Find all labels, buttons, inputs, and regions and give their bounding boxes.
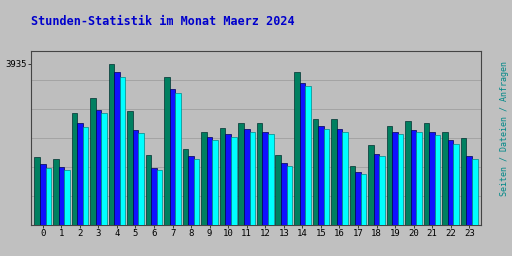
Bar <box>231 137 237 225</box>
Bar <box>53 159 58 225</box>
Bar <box>72 113 77 225</box>
Bar <box>461 138 466 225</box>
Bar <box>361 174 366 225</box>
Bar <box>225 134 231 225</box>
Bar <box>64 170 70 225</box>
Bar <box>96 110 101 225</box>
Bar <box>194 159 200 225</box>
Bar <box>82 126 88 225</box>
Bar <box>157 170 162 225</box>
Bar <box>133 130 138 225</box>
Bar <box>342 132 348 225</box>
Bar <box>435 135 440 225</box>
Bar <box>305 86 311 225</box>
Bar <box>220 128 225 225</box>
Bar <box>263 132 268 225</box>
Bar <box>207 137 212 225</box>
Bar <box>466 156 472 225</box>
Bar <box>127 111 133 225</box>
Bar <box>368 145 374 225</box>
Bar <box>164 77 170 225</box>
Bar <box>300 83 305 225</box>
Bar <box>46 168 51 225</box>
Bar <box>275 155 281 225</box>
Bar <box>114 72 120 225</box>
Bar <box>430 132 435 225</box>
Bar <box>40 164 46 225</box>
Bar <box>324 129 329 225</box>
Bar <box>387 125 392 225</box>
Bar <box>287 166 292 225</box>
Bar <box>146 155 151 225</box>
Bar <box>442 132 448 225</box>
Bar <box>398 134 403 225</box>
Bar <box>337 129 342 225</box>
Bar <box>249 132 255 225</box>
Bar <box>170 89 175 225</box>
Bar <box>34 157 40 225</box>
Bar <box>151 168 157 225</box>
Bar <box>312 119 318 225</box>
Bar <box>239 123 244 225</box>
Bar <box>448 140 454 225</box>
Bar <box>318 125 324 225</box>
Bar <box>120 77 125 225</box>
Bar <box>424 123 430 225</box>
Bar <box>350 166 355 225</box>
Bar <box>379 156 385 225</box>
Bar <box>355 172 361 225</box>
Bar <box>294 72 300 225</box>
Bar <box>201 132 207 225</box>
Bar <box>411 130 416 225</box>
Bar <box>77 123 82 225</box>
Bar <box>183 149 188 225</box>
Bar <box>268 134 273 225</box>
Bar <box>374 154 379 225</box>
Text: Stunden-Statistik im Monat Maerz 2024: Stunden-Statistik im Monat Maerz 2024 <box>31 15 294 28</box>
Text: Seiten / Dateien / Anfragen: Seiten / Dateien / Anfragen <box>500 60 509 196</box>
Bar <box>244 129 249 225</box>
Bar <box>416 132 422 225</box>
Bar <box>454 144 459 225</box>
Bar <box>101 113 106 225</box>
Bar <box>138 133 144 225</box>
Bar <box>331 119 337 225</box>
Bar <box>406 121 411 225</box>
Bar <box>472 159 478 225</box>
Bar <box>281 163 287 225</box>
Bar <box>212 140 218 225</box>
Bar <box>109 64 114 225</box>
Bar <box>257 123 263 225</box>
Bar <box>90 98 96 225</box>
Bar <box>392 132 398 225</box>
Bar <box>188 156 194 225</box>
Bar <box>58 167 64 225</box>
Bar <box>175 93 181 225</box>
